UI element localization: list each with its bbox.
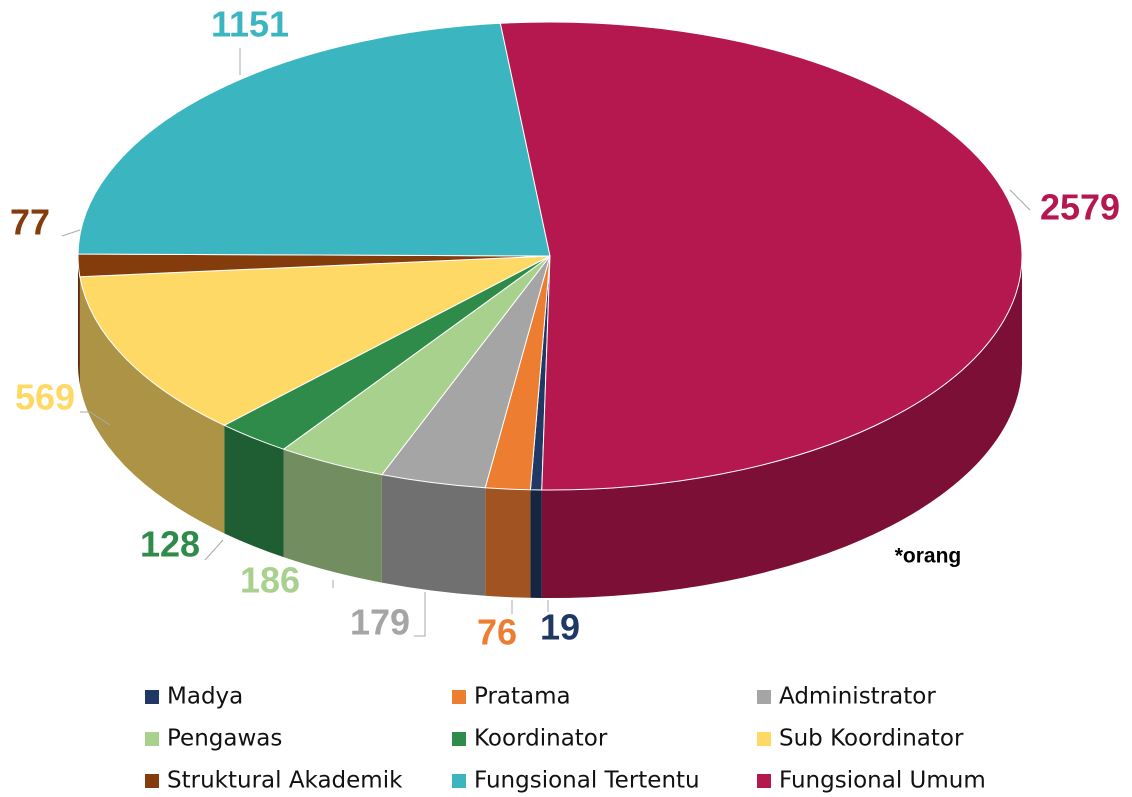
slice-side xyxy=(224,425,284,558)
data-label: 179 xyxy=(350,602,410,643)
legend-label: Pratama xyxy=(474,684,571,710)
slice-side xyxy=(283,449,382,583)
leader-line xyxy=(80,411,111,426)
slice-shade xyxy=(79,276,225,534)
slice-shade xyxy=(283,449,382,583)
slice-shade xyxy=(224,425,284,558)
data-label: 19 xyxy=(540,607,580,648)
slice-side xyxy=(485,487,531,598)
legend-label: Sub Koordinator xyxy=(779,726,964,752)
legend-label: Administrator xyxy=(779,684,936,710)
data-label: 569 xyxy=(15,377,75,418)
slice xyxy=(499,21,1023,491)
data-label: 2579 xyxy=(1040,187,1120,228)
data-label: 1151 xyxy=(211,4,289,45)
annotation: *orang xyxy=(895,545,962,568)
slice-side xyxy=(530,489,542,598)
data-label: 186 xyxy=(240,560,300,601)
legend-label: Fungsional Tertentu xyxy=(474,768,700,794)
slice-side xyxy=(541,256,1022,598)
data-label: 128 xyxy=(140,524,200,565)
slice-shade xyxy=(541,256,1022,598)
legend-swatch xyxy=(452,774,466,788)
slice-shade xyxy=(381,474,486,596)
slice-side xyxy=(79,276,225,534)
data-label: 76 xyxy=(477,612,517,653)
slice-shade xyxy=(78,256,80,385)
legend-swatch xyxy=(145,774,159,788)
leader-line xyxy=(1009,189,1031,211)
slice xyxy=(79,255,551,426)
leader-line xyxy=(204,539,224,561)
legend-label: Struktural Akademik xyxy=(167,768,403,794)
tops xyxy=(77,21,1023,491)
legend-swatch xyxy=(757,774,771,788)
slice-shade xyxy=(485,487,531,598)
legend-swatch xyxy=(145,732,159,746)
legend-swatch xyxy=(452,732,466,746)
leader-line xyxy=(61,229,81,237)
legend-label: Koordinator xyxy=(474,726,608,752)
slice-side xyxy=(78,256,80,385)
slice xyxy=(77,22,551,257)
legend-swatch xyxy=(757,690,771,704)
legend-label: Pengawas xyxy=(167,726,282,752)
legend-swatch xyxy=(145,690,159,704)
sides xyxy=(78,256,1022,598)
legend-label: Madya xyxy=(167,684,243,710)
data-label: 77 xyxy=(10,202,50,243)
slice-side xyxy=(381,474,486,596)
legend-swatch xyxy=(452,690,466,704)
legend-label: Fungsional Umum xyxy=(779,768,986,794)
slice-shade xyxy=(530,489,542,598)
leader-line xyxy=(414,592,426,637)
legend-swatch xyxy=(757,732,771,746)
